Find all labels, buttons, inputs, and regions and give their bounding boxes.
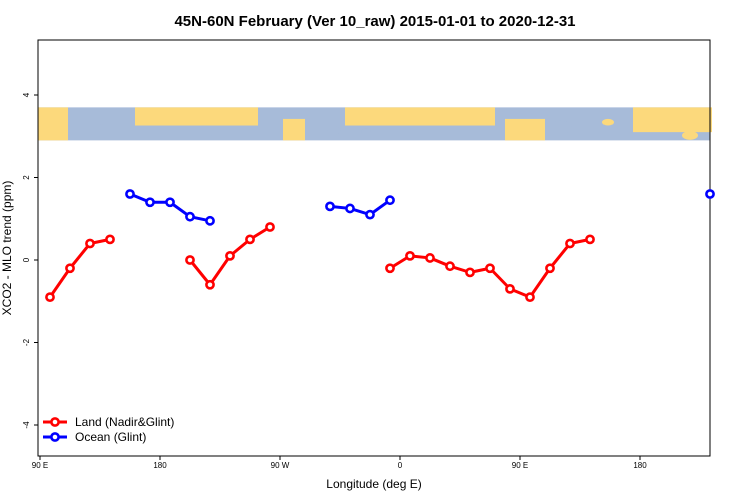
data-point bbox=[405, 250, 415, 261]
x-tick-label: 90 W bbox=[271, 461, 290, 470]
y-tick-label: -2 bbox=[22, 338, 31, 346]
map-feature-0 bbox=[98, 123, 112, 132]
data-point bbox=[345, 203, 355, 214]
data-point bbox=[205, 279, 215, 290]
data-point bbox=[485, 263, 495, 274]
map-feature-5 bbox=[602, 118, 614, 126]
data-point bbox=[505, 283, 515, 294]
y-tick-label: 0 bbox=[22, 257, 31, 262]
data-point bbox=[205, 215, 215, 226]
chart-title: 45N-60N February (Ver 10_raw) 2015-01-01… bbox=[174, 13, 575, 30]
map-feature-6 bbox=[682, 131, 698, 140]
plot-frame bbox=[37, 39, 711, 457]
data-point bbox=[145, 197, 155, 208]
data-point bbox=[325, 201, 335, 212]
y-tick-label: 2 bbox=[22, 175, 31, 180]
data-point bbox=[365, 209, 375, 220]
data-point bbox=[125, 189, 135, 199]
legend-ocean-label: Ocean (Glint) bbox=[75, 430, 146, 444]
legend-ocean-marker bbox=[50, 432, 60, 442]
map-land-1 bbox=[135, 107, 258, 126]
data-point bbox=[565, 238, 575, 249]
x-tick-label: 90 E bbox=[32, 461, 48, 470]
data-point bbox=[445, 261, 455, 272]
series-layer bbox=[45, 189, 715, 303]
x-axis-label: Longitude (deg E) bbox=[326, 477, 421, 491]
data-point bbox=[585, 234, 595, 245]
map-land-3 bbox=[345, 107, 495, 126]
x-tick-label: 90 E bbox=[512, 461, 528, 470]
data-point bbox=[545, 263, 555, 274]
map-feature-4 bbox=[548, 120, 572, 134]
map-feature-3 bbox=[361, 128, 371, 134]
data-point bbox=[265, 222, 275, 232]
y-axis-label: XCO2 - MLO trend (ppm) bbox=[0, 181, 14, 316]
x-axis: 90 E 180 90 W 0 90 E 180 bbox=[32, 456, 647, 470]
y-tick-label: -4 bbox=[22, 421, 31, 429]
x-tick-label: 180 bbox=[153, 461, 167, 470]
data-point bbox=[165, 197, 175, 208]
legend-land-marker bbox=[50, 417, 60, 427]
legend: Land (Nadir&Glint) Ocean (Glint) bbox=[43, 415, 174, 444]
x-tick-label: 180 bbox=[633, 461, 647, 470]
series-line-segment bbox=[329, 198, 391, 217]
data-point bbox=[245, 234, 255, 245]
data-point bbox=[385, 195, 395, 206]
series-ocean bbox=[125, 189, 715, 226]
data-point bbox=[185, 255, 195, 265]
map-land-5 bbox=[633, 107, 712, 133]
data-point bbox=[425, 253, 435, 263]
map-feature-1 bbox=[195, 125, 215, 137]
data-point bbox=[705, 189, 715, 199]
series-land bbox=[45, 222, 595, 303]
map-land-0 bbox=[38, 107, 68, 141]
data-point bbox=[105, 234, 115, 245]
data-point bbox=[185, 211, 195, 222]
map-land-2 bbox=[283, 118, 305, 141]
y-tick-label: 4 bbox=[22, 92, 31, 97]
data-point bbox=[525, 292, 535, 303]
world-map-band bbox=[38, 107, 712, 141]
series-line-segment bbox=[48, 237, 111, 298]
map-land-4 bbox=[505, 118, 545, 141]
data-point bbox=[45, 292, 55, 303]
data-point bbox=[385, 263, 395, 274]
data-point bbox=[225, 250, 235, 261]
data-point bbox=[65, 263, 75, 274]
x-tick-label: 0 bbox=[398, 461, 403, 470]
data-point bbox=[85, 238, 95, 249]
map-feature-2 bbox=[327, 126, 341, 135]
data-point bbox=[465, 267, 475, 278]
legend-land-label: Land (Nadir&Glint) bbox=[75, 415, 174, 429]
y-axis: -4 -2 0 2 4 bbox=[22, 92, 38, 429]
